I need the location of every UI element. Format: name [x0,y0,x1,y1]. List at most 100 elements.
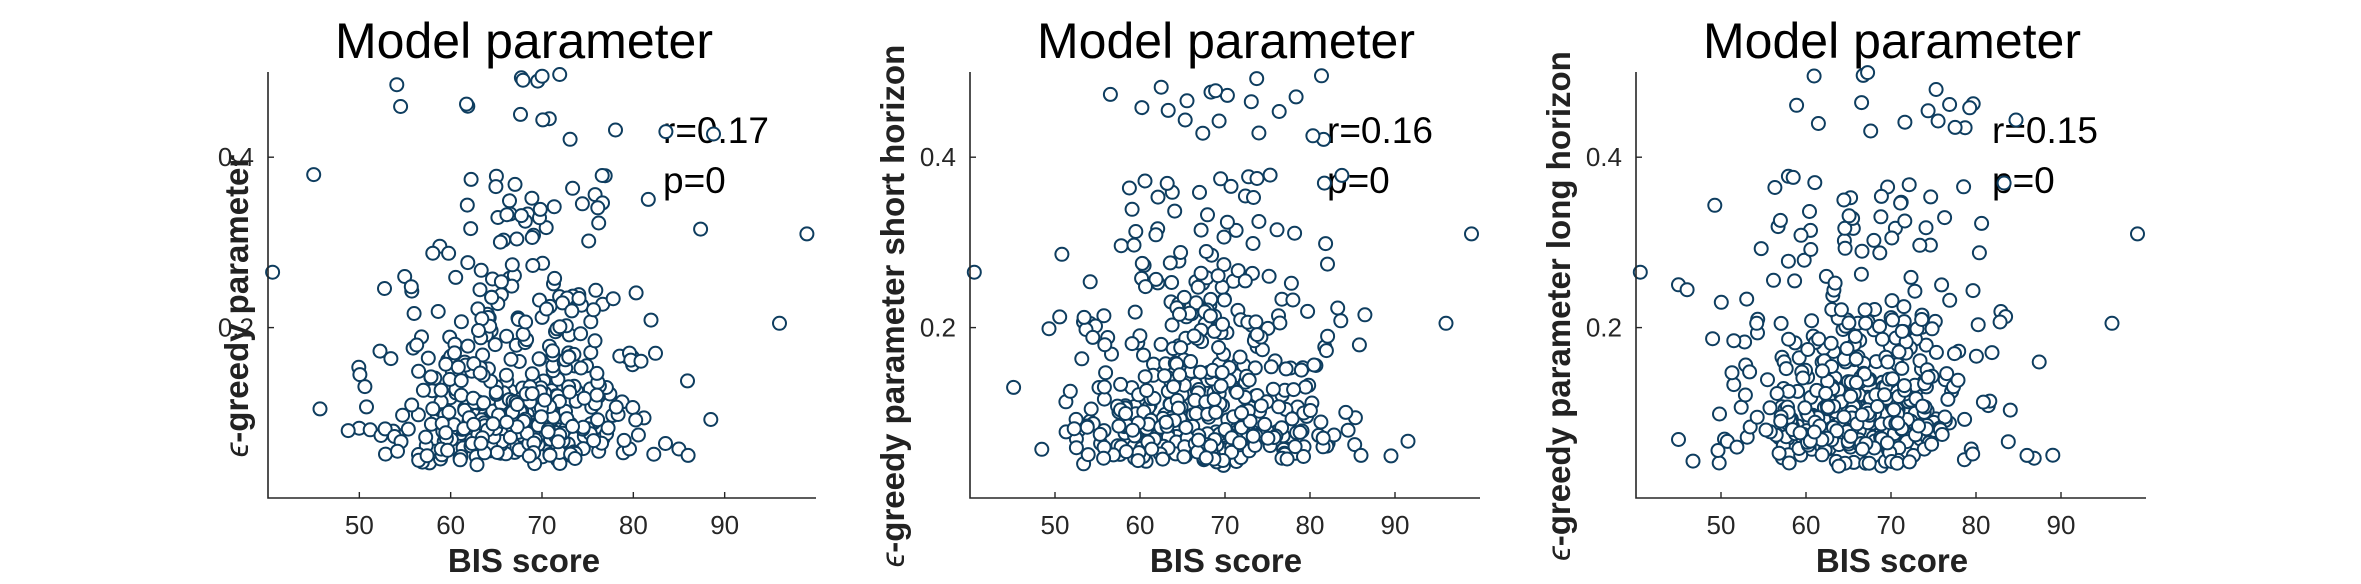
scatter-point [1292,424,1308,440]
scatter-point [562,131,578,147]
scatter-point [1148,271,1164,287]
scatter-point [1139,383,1155,398]
x-tick-label: 70 [1211,510,1240,540]
scatter-point [502,193,517,209]
scatter-point [1287,225,1303,241]
scatter-point [415,382,431,398]
scatter-point [2045,447,2061,463]
scatter-point [1229,384,1245,400]
scatter-point [524,386,540,402]
scatter-point [1128,224,1144,239]
y-tick-label: 0.2 [218,313,254,343]
scatter-point [1802,204,1817,219]
epsilon-symbol: ϵ [874,551,911,567]
scatter-panel-epsilon: Model parameter r=0.17 p=0 ϵ-greedy para… [218,13,816,579]
scatter-point [589,387,605,403]
scatter-point [1082,274,1098,290]
scatter-point [576,390,592,406]
scatter-point [1357,307,1373,323]
scatter-point [499,207,515,223]
scatter-point [573,360,589,376]
scatter-point [453,373,469,389]
scatter-point [1884,230,1900,246]
scatter-point [459,96,474,112]
scatter-point [1863,123,1879,139]
scatter-point [643,312,659,328]
scatter-point [521,448,537,464]
scatter-point [1096,450,1112,466]
scatter-point [1160,102,1176,118]
scatter-point [473,262,489,278]
scatter-point [1305,128,1321,144]
scatter-point [1858,315,1874,331]
scatter-point [1814,363,1830,379]
scatter-point [531,351,547,367]
scatter-point [1823,335,1839,351]
scatter-point [340,423,356,439]
scatter-point [1920,103,1936,119]
scatter-point [1712,406,1727,422]
scatter-point [1942,97,1958,112]
y-tick-label: 0.2 [1586,313,1622,343]
scatter-point [1097,337,1113,353]
scatter-point [306,167,322,183]
scatter-point [1896,378,1912,394]
scatter-panel-epsilon-long-horizon: Model parameter r=0.15 p=0 ϵ-greedy para… [1540,13,2146,579]
scatter-point [1912,237,1928,253]
scatter-point [583,314,599,330]
scatter-point [1896,299,1912,315]
scatter-point [524,230,540,245]
x-tick-label: 60 [1792,510,1821,540]
scatter-point [1766,272,1781,288]
scatter-point [1769,386,1785,401]
scatter-point [1316,175,1332,191]
scatter-point [393,99,409,114]
scatter-point [616,432,632,448]
scatter-point [1879,435,1895,451]
scatter-point [1785,169,1801,185]
scatter-point [265,264,281,280]
scatter-point [1298,379,1314,395]
scatter-point [1296,449,1311,464]
scatter-point [546,199,562,215]
scatter-point [1914,312,1930,327]
axes-lines [267,72,816,499]
scatter-point [1737,387,1753,403]
points-layer [1632,65,2145,474]
scatter-point [552,319,568,335]
x-axis-label: BIS score [448,542,600,579]
scatter-point [1884,293,1900,309]
scatter-point [1857,302,1873,318]
scatter-point [589,365,605,381]
scatter-point [1847,329,1863,344]
scatter-point [567,451,583,466]
scatter-point [1288,89,1304,105]
scatter-point [453,387,469,403]
scatter-point [1249,171,1265,186]
scatter-point [1162,255,1178,271]
scatter-point [1742,364,1758,380]
scatter-point [1216,292,1232,308]
scatter-point [1940,391,1956,407]
scatter-point [1679,282,1695,298]
scatter-point [1333,313,1349,329]
scatter-point [1265,381,1281,397]
scatter-point [504,257,520,273]
scatter-point [524,190,540,206]
scatter-point [537,392,553,408]
scatter-point [1083,401,1099,417]
scatter-point [1126,237,1142,253]
scatter-point [377,421,393,437]
scatter-point [1111,418,1127,434]
scatter-point [640,191,656,207]
scatter-point [1711,455,1727,471]
scatter-point [1293,362,1309,378]
scatter-point [1170,400,1186,416]
y-tick-label: 0.2 [920,313,956,343]
scatter-point [1885,312,1900,328]
ticks-layer: 50 60 70 80 90 0.2 0.4 [920,142,1410,540]
scatter-point [397,269,413,284]
y-axis-label: ϵ-greedy parameter long horizon [1540,51,1577,561]
scatter-point [383,351,399,367]
scatter-point [400,421,416,437]
